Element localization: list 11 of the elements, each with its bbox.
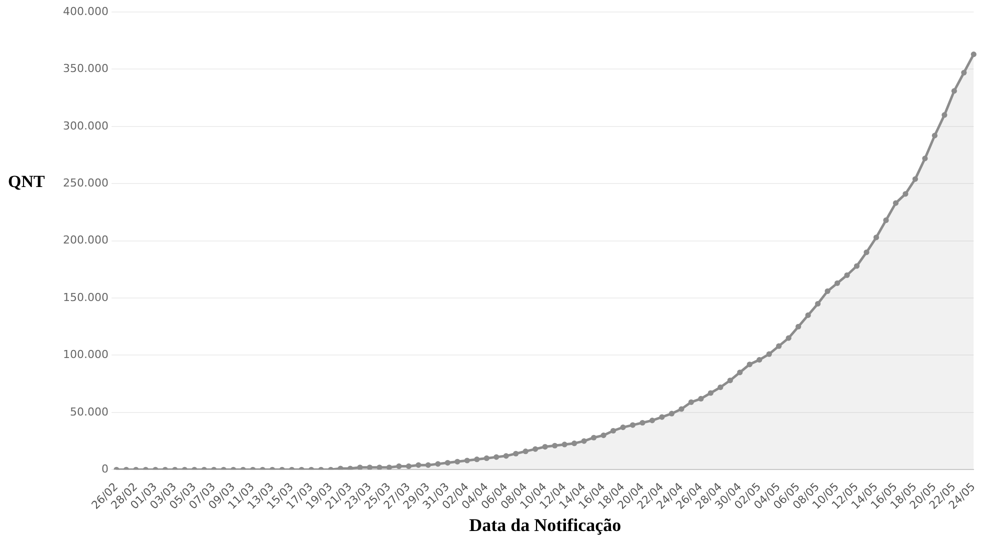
y-tick-label: 200.000: [62, 234, 108, 247]
y-tick-label: 300.000: [62, 119, 108, 132]
y-tick-label: 0: [101, 462, 108, 476]
y-tick-label: 150.000: [62, 290, 108, 304]
y-tick-label: 100.000: [62, 348, 108, 362]
y-tick-label: 250.000: [62, 176, 108, 190]
y-tick-label: 50.000: [70, 405, 108, 418]
y-tick-label: 400.000: [62, 4, 108, 18]
x-axis-title: Data da Notificação: [469, 514, 622, 535]
y-axis-title: QNT: [8, 172, 45, 192]
y-tick-label: 350.000: [62, 62, 108, 76]
